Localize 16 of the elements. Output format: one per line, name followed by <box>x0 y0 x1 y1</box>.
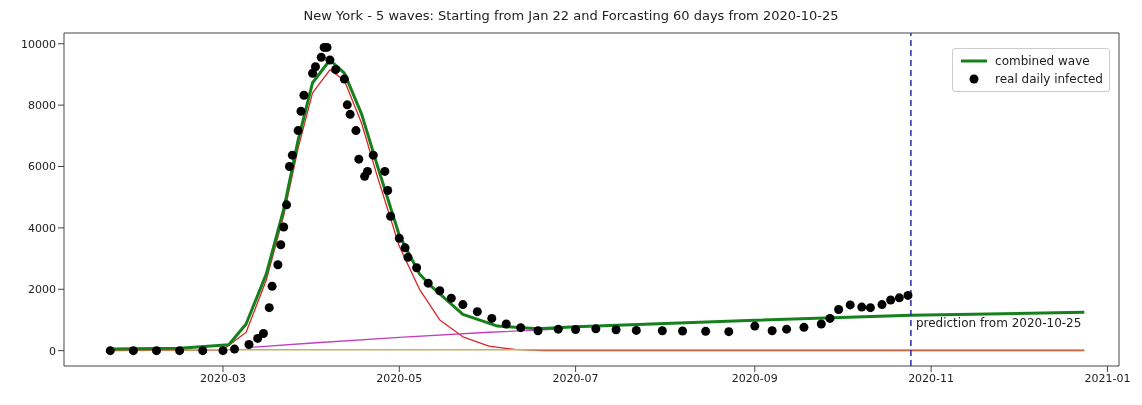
y-tick-label: 0 <box>49 344 56 358</box>
x-tick-label: 2020-07 <box>552 371 599 385</box>
y-tick-label: 2000 <box>28 283 56 297</box>
y-tick-label: 10000 <box>21 37 56 51</box>
x-tick-label: 2020-03 <box>199 371 246 385</box>
y-tick-label: 4000 <box>28 221 56 235</box>
chart-title: New York - 5 waves: Starting from Jan 22 and Forcasting 60 days from 2020-10-25 <box>302 8 840 25</box>
x-tick-label: 2020-09 <box>731 371 778 385</box>
x-tick-label: 2021-01 <box>1084 371 1131 385</box>
y-tick-label: 6000 <box>28 160 56 174</box>
annotation: prediction from 2020-10-25 <box>915 316 1082 331</box>
legend-label: combined wave <box>995 54 1090 68</box>
legend-label: real daily infected <box>995 72 1103 86</box>
y-tick-label: 8000 <box>28 99 56 113</box>
x-tick-label: 2020-11 <box>908 371 955 385</box>
x-tick-label: 2020-05 <box>376 371 423 385</box>
